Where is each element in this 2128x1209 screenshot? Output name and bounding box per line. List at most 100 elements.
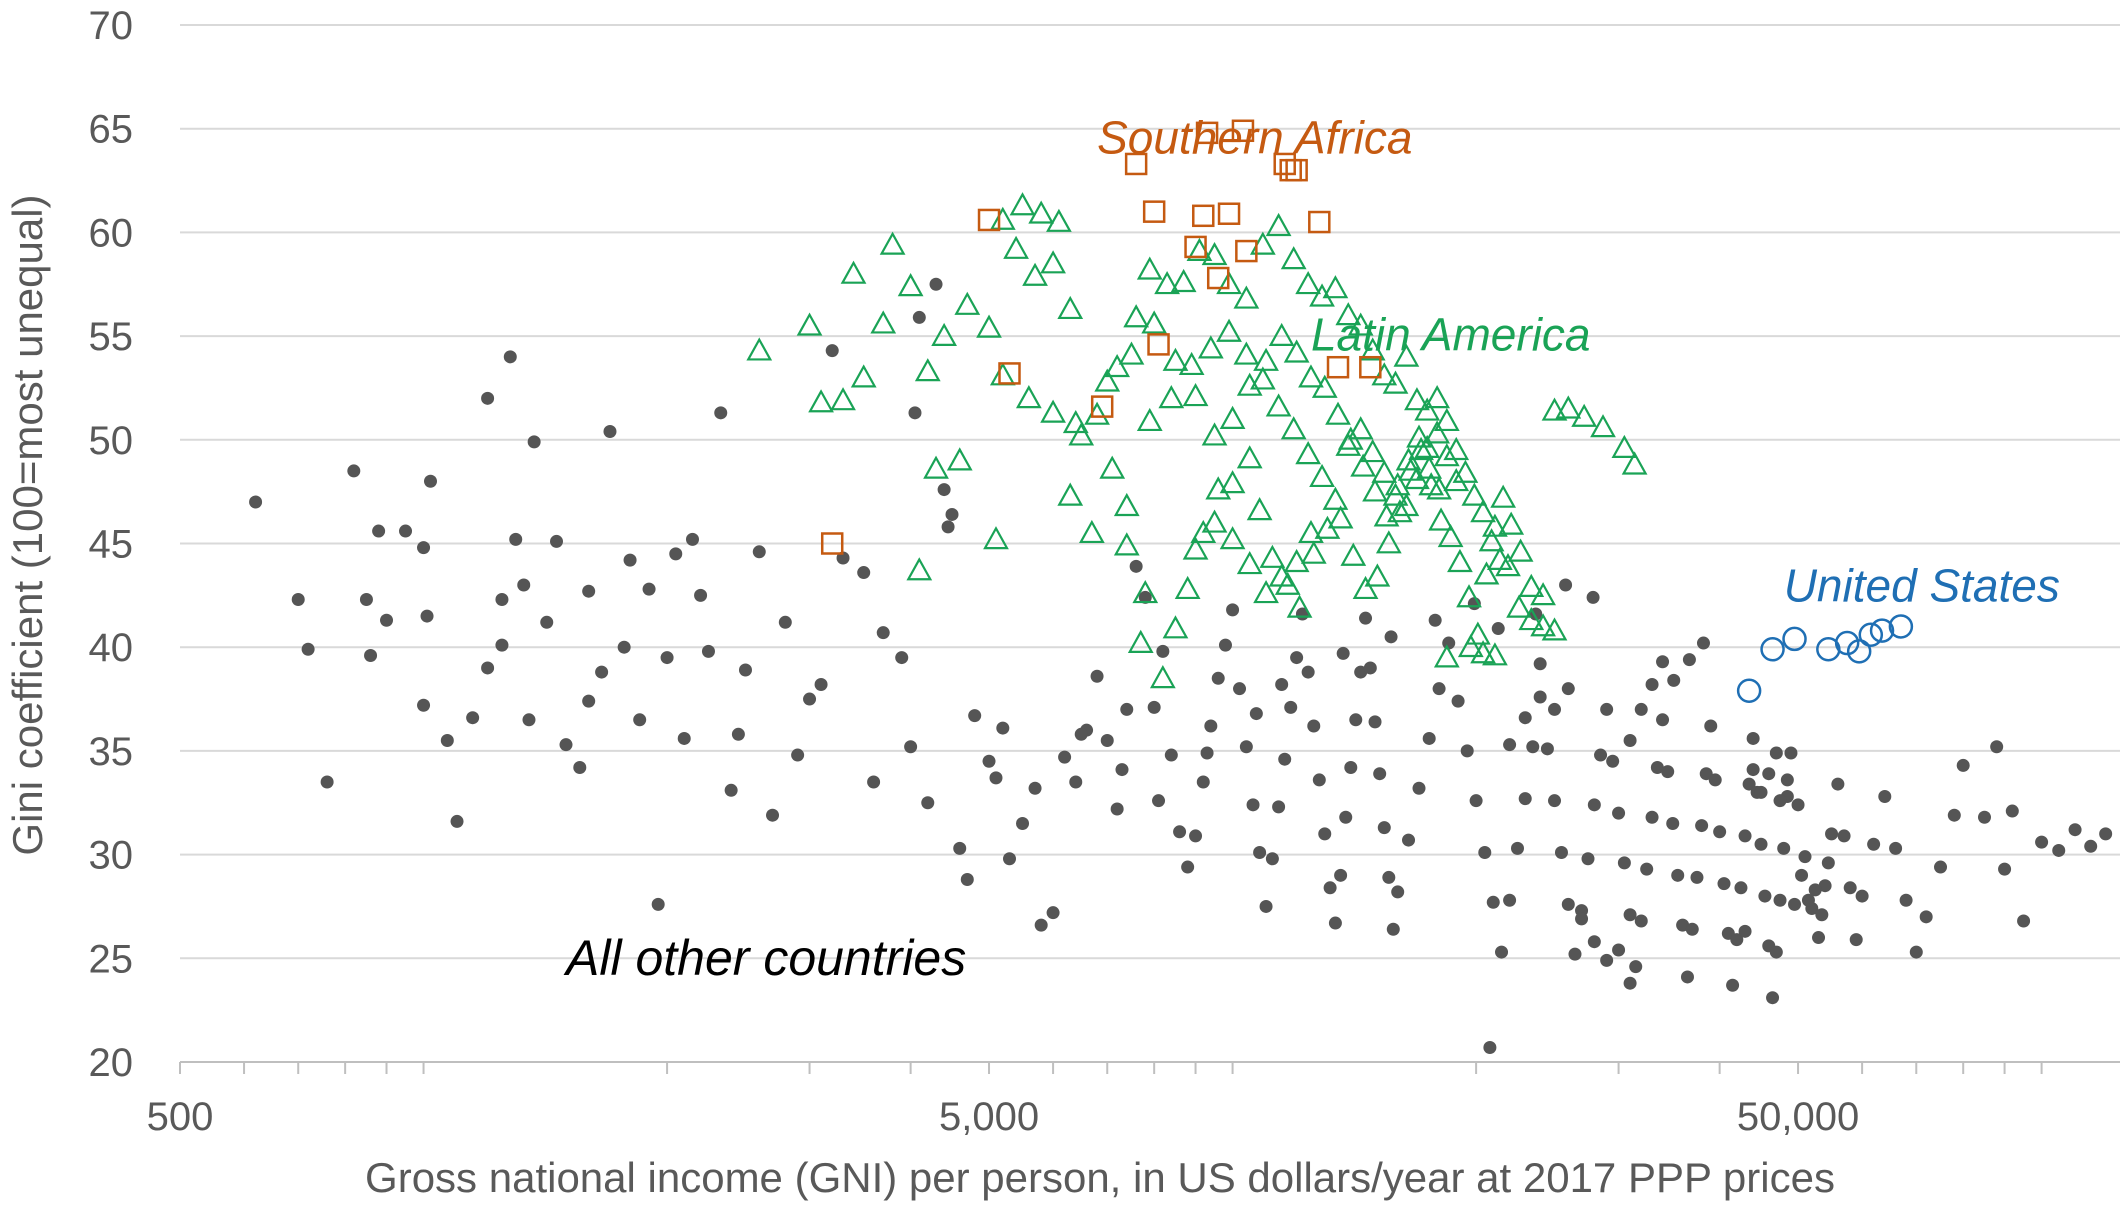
data-point — [1268, 563, 1295, 587]
data-point — [1393, 492, 1420, 517]
data-point — [1548, 794, 1562, 808]
data-point — [1280, 416, 1307, 440]
data-point — [1656, 713, 1670, 727]
data-point — [1548, 702, 1562, 716]
data-point — [1746, 731, 1760, 745]
data-point — [1452, 459, 1479, 483]
data-point — [1424, 420, 1451, 444]
data-point — [1253, 347, 1279, 371]
data-point — [1003, 852, 1017, 866]
data-point — [1217, 202, 1241, 225]
data-point — [1204, 719, 1218, 733]
data-point — [1373, 767, 1387, 781]
data-point — [423, 474, 437, 488]
y-tick-label: 30 — [89, 834, 134, 878]
data-point — [481, 391, 495, 405]
data-point — [1196, 775, 1210, 789]
data-point — [1290, 651, 1304, 665]
data-point — [372, 524, 386, 538]
data-point — [527, 435, 541, 449]
data-point — [1016, 816, 1030, 830]
data-point — [1158, 385, 1185, 409]
data-point — [1259, 899, 1273, 913]
data-point — [1349, 713, 1363, 727]
data-point — [1201, 422, 1228, 446]
data-point — [1518, 711, 1532, 725]
data-point — [1249, 366, 1276, 390]
data-point — [1274, 571, 1301, 595]
data-point — [1571, 403, 1598, 427]
data-point — [1858, 622, 1884, 648]
data-point — [1113, 532, 1140, 556]
data-point — [1382, 870, 1396, 884]
label-southern-africa: Southern Africa — [1097, 112, 1412, 164]
data-point — [1590, 414, 1616, 438]
data-point — [1754, 837, 1768, 851]
data-point — [677, 731, 691, 745]
data-point — [1483, 1040, 1497, 1054]
data-point — [820, 532, 844, 555]
data-point — [1141, 310, 1168, 334]
data-point — [1216, 318, 1242, 342]
data-point — [1138, 590, 1152, 604]
data-point — [1395, 447, 1422, 471]
data-point — [791, 748, 805, 762]
data-point — [2005, 804, 2019, 818]
data-point — [1170, 268, 1197, 293]
data-point — [1275, 678, 1289, 692]
x-tick-labels: 500 5,000 50,000 — [147, 1095, 1860, 1139]
data-point — [1218, 638, 1232, 652]
data-point — [1129, 559, 1143, 573]
data-point — [1487, 546, 1513, 570]
data-point — [1934, 860, 1948, 874]
data-point — [1561, 897, 1575, 911]
data-point — [1533, 657, 1547, 671]
data-point — [1057, 295, 1084, 320]
data-point — [1606, 754, 1620, 768]
data-point — [1377, 821, 1391, 835]
data-point — [1386, 922, 1400, 936]
data-point — [983, 526, 1009, 550]
data-point — [1028, 781, 1042, 795]
series-all-other-countries — [249, 277, 2113, 1054]
data-point — [1587, 935, 1601, 949]
data-point — [582, 694, 596, 708]
data-point — [766, 808, 780, 822]
data-point — [1273, 152, 1296, 176]
data-point — [1469, 794, 1483, 808]
data-point — [1124, 152, 1148, 176]
data-point — [1671, 868, 1685, 882]
label-latin-america: Latin America — [1311, 309, 1591, 361]
y-tick-label: 50 — [89, 419, 134, 463]
data-point — [517, 578, 531, 592]
data-point — [1869, 618, 1895, 643]
data-point — [929, 277, 943, 291]
y-axis-title: Gini coefficient (100=most unequal) — [4, 194, 51, 855]
data-point — [1746, 763, 1760, 777]
data-point — [1540, 742, 1554, 756]
data-point — [1769, 945, 1783, 959]
data-point — [1127, 629, 1154, 653]
data-point — [1696, 636, 1710, 650]
data-point — [1393, 343, 1420, 367]
data-point — [1295, 270, 1322, 295]
data-point — [1457, 633, 1484, 658]
data-point — [1334, 868, 1348, 882]
data-point — [1181, 860, 1195, 874]
data-point — [420, 609, 434, 623]
data-point — [617, 640, 631, 654]
data-point — [1311, 374, 1338, 398]
data-point — [1846, 639, 1872, 664]
data-point — [1219, 470, 1246, 494]
data-point — [1147, 700, 1161, 714]
data-point — [1738, 924, 1752, 938]
data-point — [1347, 312, 1374, 336]
data-point — [1769, 746, 1783, 760]
data-point — [1090, 395, 1114, 418]
data-point — [1919, 910, 1933, 924]
data-point — [603, 425, 617, 439]
data-point — [1617, 856, 1631, 870]
data-point — [1347, 416, 1374, 440]
data-point — [960, 872, 974, 886]
data-point — [879, 231, 906, 255]
